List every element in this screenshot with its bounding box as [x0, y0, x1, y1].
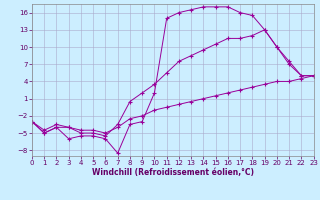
X-axis label: Windchill (Refroidissement éolien,°C): Windchill (Refroidissement éolien,°C) [92, 168, 254, 177]
